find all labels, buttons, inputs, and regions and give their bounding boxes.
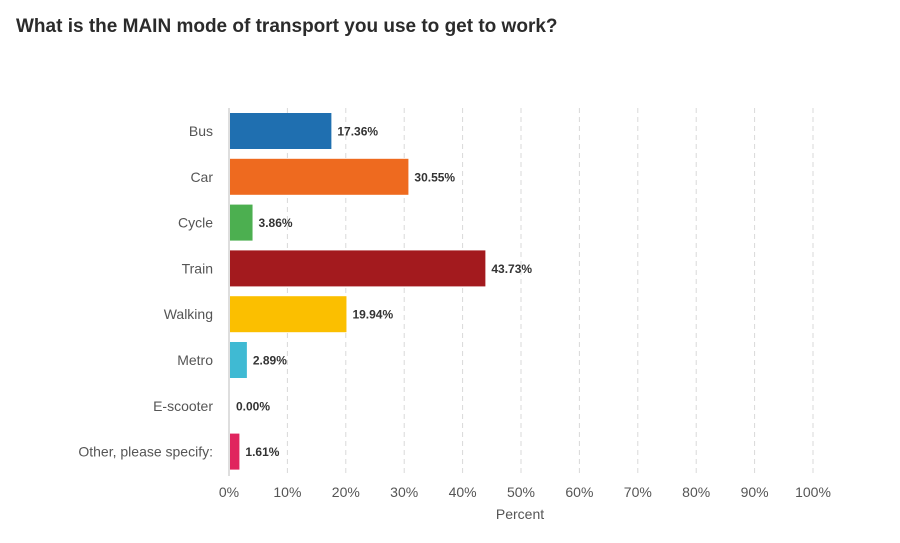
- grid-lines: [286, 108, 814, 476]
- category-label: Car: [190, 169, 213, 185]
- x-tick-label: 10%: [273, 484, 301, 500]
- value-label: 2.89%: [253, 354, 287, 368]
- bars: 17.36% 30.55% 3.86% 43.73% 19.94% 2.89% 0.00% 1…: [230, 113, 532, 470]
- category-label: Metro: [177, 352, 213, 368]
- category-label: Bus: [189, 123, 213, 139]
- value-label: 43.73%: [491, 262, 532, 276]
- category-label: Cycle: [178, 215, 213, 231]
- value-label: 19.94%: [352, 308, 393, 322]
- x-tick-label: 50%: [507, 484, 535, 500]
- bar: [230, 250, 486, 287]
- value-label: 30.55%: [414, 170, 455, 184]
- x-tick-labels: 0% 10% 20% 30% 40% 50% 60% 70% 80% 90% 100%: [219, 484, 831, 500]
- x-tick-label: 60%: [565, 484, 593, 500]
- category-label: E-scooter: [153, 398, 213, 414]
- bar: [230, 433, 240, 470]
- category-labels: Bus Car Cycle Train Walking Metro E-scooter Oth…: [78, 123, 213, 460]
- x-tick-label: 90%: [741, 484, 769, 500]
- x-tick-label: 0%: [219, 484, 239, 500]
- x-tick-label: 40%: [449, 484, 477, 500]
- chart-title: What is the MAIN mode of transport you u…: [16, 16, 558, 37]
- value-label: 17.36%: [337, 125, 378, 139]
- value-label: 3.86%: [259, 216, 293, 230]
- bar: [230, 113, 332, 149]
- bar: [230, 296, 347, 333]
- bar: [230, 204, 253, 241]
- value-label: 0.00%: [236, 399, 270, 413]
- bar: [230, 158, 409, 195]
- x-tick-label: 80%: [682, 484, 710, 500]
- x-axis-title: Percent: [496, 506, 544, 522]
- x-tick-label: 20%: [332, 484, 360, 500]
- category-label: Walking: [164, 306, 213, 322]
- x-tick-label: 100%: [795, 484, 831, 500]
- bar: [230, 342, 247, 378]
- x-tick-label: 30%: [390, 484, 418, 500]
- value-label: 1.61%: [245, 445, 279, 459]
- x-tick-label: 70%: [624, 484, 652, 500]
- category-label: Other, please specify:: [78, 444, 213, 460]
- category-label: Train: [182, 260, 213, 276]
